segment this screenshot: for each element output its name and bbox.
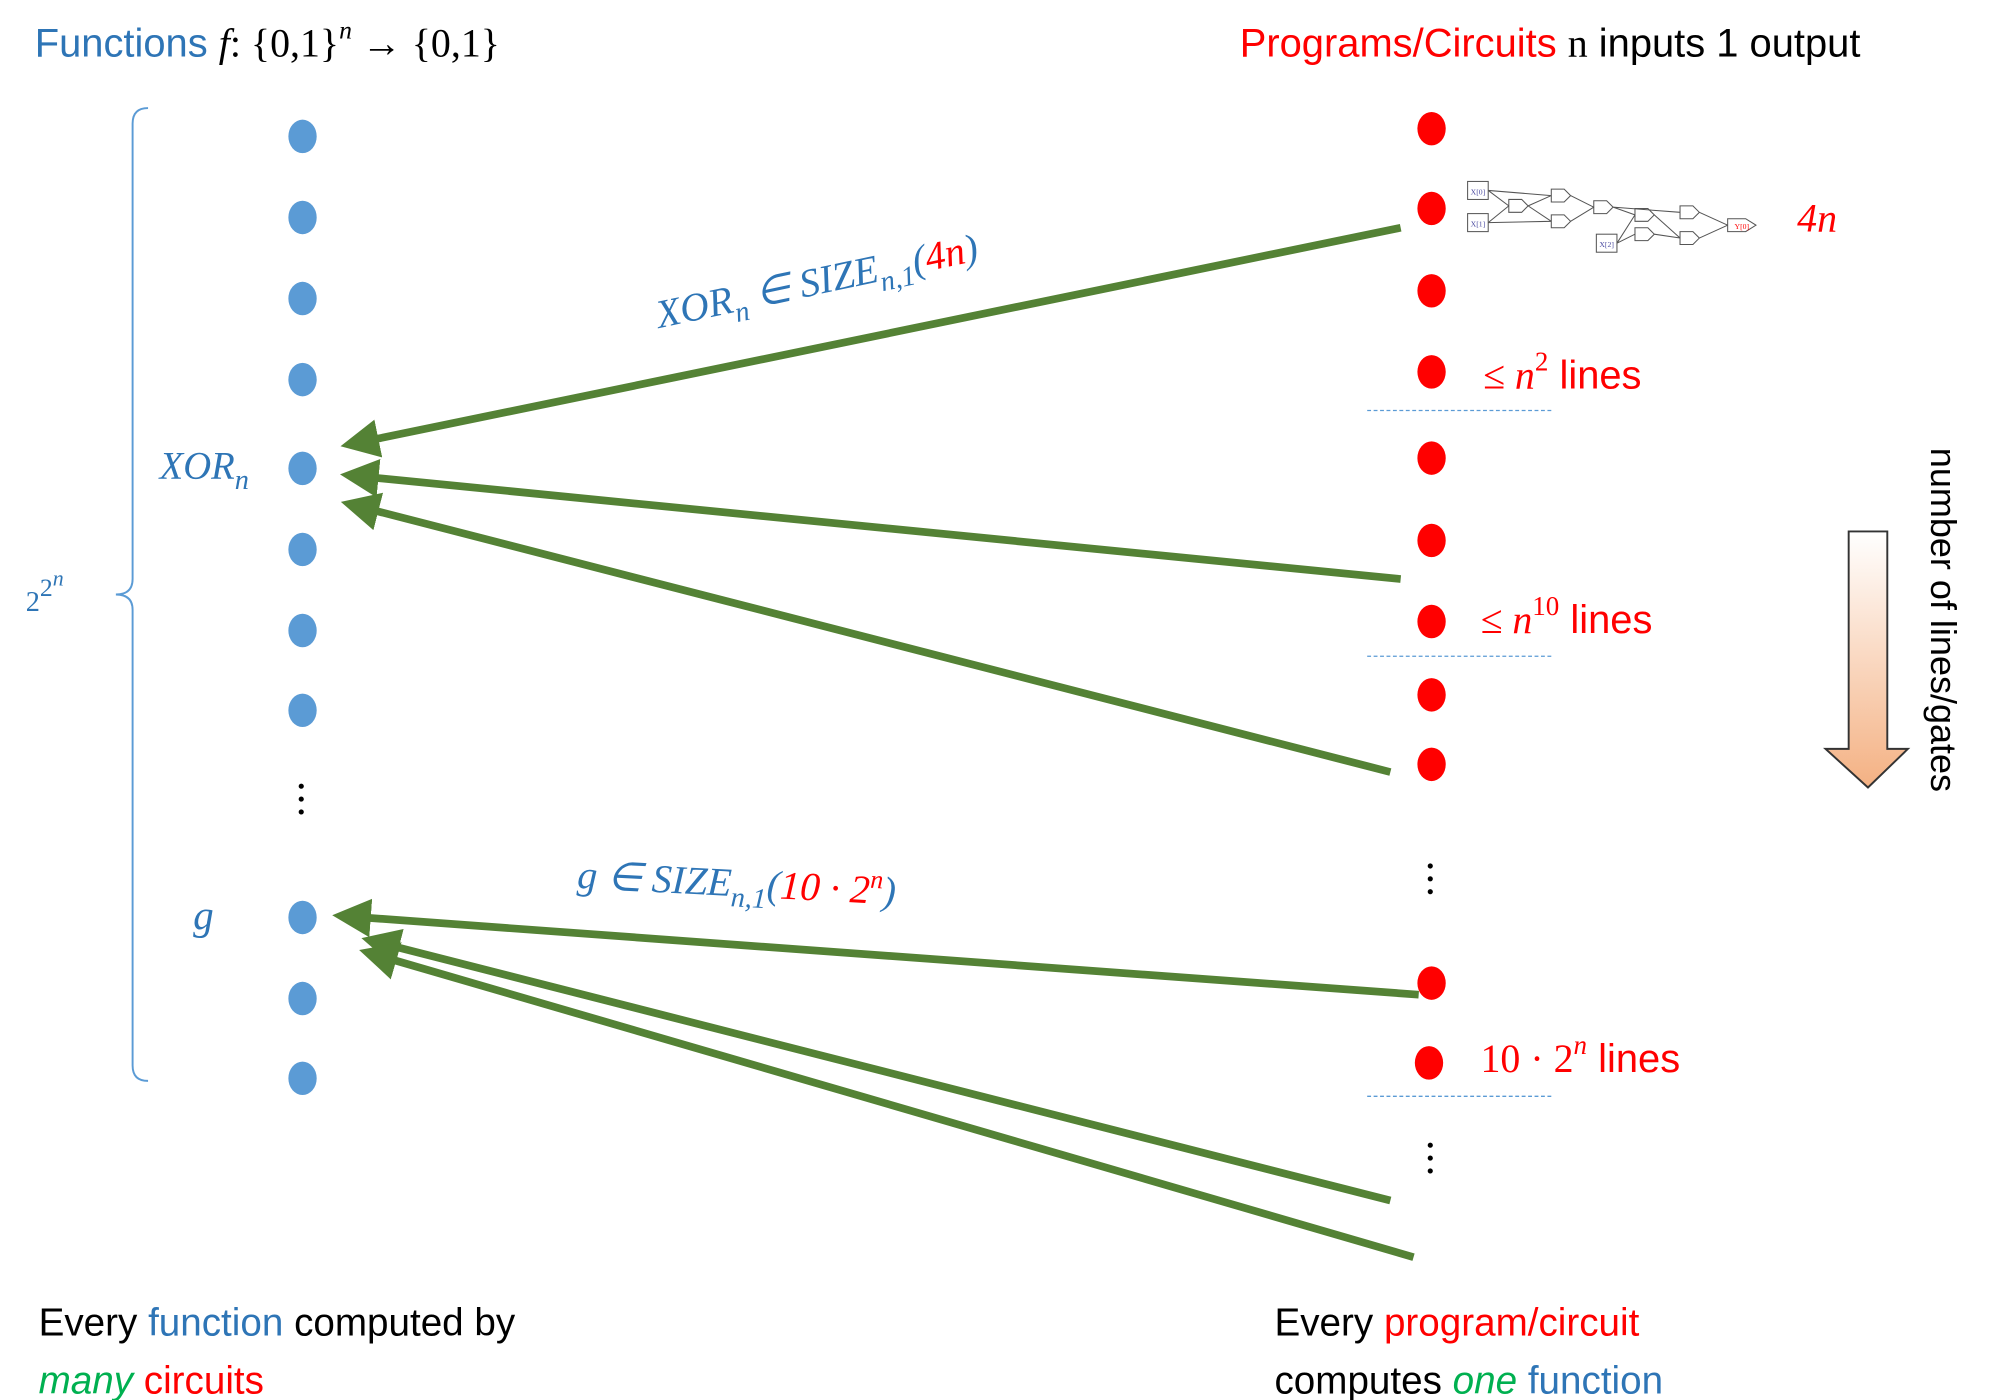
dot bbox=[1414, 1046, 1444, 1080]
label: Every bbox=[1275, 1302, 1384, 1345]
math: 2 bbox=[40, 573, 53, 602]
label: lines bbox=[1559, 598, 1652, 642]
arrows bbox=[332, 223, 1419, 1261]
brace bbox=[115, 107, 149, 1082]
dot bbox=[288, 532, 317, 567]
math: n bbox=[1574, 1030, 1588, 1060]
math: n,1 bbox=[730, 882, 767, 915]
dot bbox=[288, 981, 317, 1016]
label: circuits bbox=[133, 1360, 264, 1400]
level-label: ≤ n2 lines bbox=[1483, 347, 1641, 398]
label: Programs/Circuits bbox=[1240, 22, 1557, 66]
math: n bbox=[732, 296, 752, 329]
math: 2 bbox=[26, 587, 40, 618]
math: 4n bbox=[920, 228, 968, 280]
circuit-input: X[0] bbox=[1471, 187, 1486, 196]
label: Functions bbox=[35, 22, 208, 66]
math: n bbox=[870, 865, 884, 895]
g-label: g bbox=[193, 892, 214, 938]
label: computed by bbox=[283, 1302, 516, 1345]
dot bbox=[1417, 191, 1446, 226]
program-dots bbox=[1414, 111, 1446, 1080]
dot bbox=[288, 281, 317, 316]
math: XOR bbox=[650, 277, 737, 338]
dot bbox=[1417, 747, 1446, 782]
dot bbox=[288, 693, 317, 728]
math: ≤ n bbox=[1483, 353, 1535, 398]
circuit-input: X[1] bbox=[1471, 219, 1486, 228]
separators bbox=[1367, 409, 1552, 1097]
dot bbox=[288, 613, 317, 648]
math: XOR bbox=[158, 446, 235, 488]
math: n bbox=[1568, 21, 1588, 66]
math: 10 · 2 bbox=[1480, 1036, 1573, 1081]
label: lines bbox=[1587, 1037, 1680, 1081]
footer-right: Every program/circuit bbox=[1275, 1302, 1640, 1345]
label: computes bbox=[1275, 1360, 1453, 1400]
axis-note: number of lines/gates bbox=[1923, 448, 1964, 792]
dot bbox=[1417, 111, 1446, 146]
math: n bbox=[53, 566, 64, 590]
dot bbox=[1417, 966, 1446, 1000]
math: : {0,1} bbox=[230, 21, 339, 66]
math: ) bbox=[880, 868, 898, 914]
circuit-size: 4n bbox=[1797, 196, 1837, 241]
dot bbox=[1417, 274, 1446, 308]
dot bbox=[288, 1061, 317, 1096]
math: 10 bbox=[1532, 591, 1559, 621]
math: ≤ n bbox=[1480, 597, 1532, 642]
header-left: Functions f: {0,1}n → {0,1} bbox=[35, 16, 500, 66]
circuit-input: X[2] bbox=[1599, 240, 1614, 249]
direction-arrow bbox=[1823, 530, 1911, 789]
level-label: 10 · 2n lines bbox=[1480, 1030, 1680, 1081]
footer-left: many circuits bbox=[39, 1360, 264, 1400]
level-label: ≤ n10 lines bbox=[1480, 591, 1652, 642]
dot bbox=[1417, 523, 1446, 558]
math: ∈ SIZE bbox=[741, 246, 882, 318]
function-dots bbox=[288, 119, 317, 1096]
dot bbox=[1417, 678, 1446, 712]
dot bbox=[1417, 604, 1446, 639]
dot bbox=[1417, 355, 1446, 389]
label: program/circuit bbox=[1384, 1302, 1640, 1345]
math: n bbox=[235, 465, 249, 496]
ellipsis bbox=[298, 783, 1433, 1174]
header-right: Programs/Circuits n inputs 1 output bbox=[1240, 21, 1861, 66]
dot bbox=[288, 119, 317, 154]
xor-label: XORn bbox=[158, 446, 249, 496]
dot bbox=[1417, 441, 1446, 475]
label: Every bbox=[39, 1302, 148, 1345]
dot bbox=[288, 900, 317, 935]
count-label: 22n bbox=[26, 566, 64, 618]
g-edge-label: g ∈ SIZEn,1(10 · 2n) bbox=[576, 849, 897, 921]
math: → {0,1} bbox=[352, 21, 500, 66]
math: ∈ SIZE bbox=[596, 853, 733, 905]
label: function bbox=[1517, 1360, 1663, 1400]
footer-left: Every function computed by bbox=[39, 1302, 516, 1345]
dot bbox=[288, 362, 317, 397]
circuit-output: Y[0] bbox=[1735, 222, 1750, 231]
circuit bbox=[1467, 180, 1757, 253]
math: ( bbox=[766, 862, 784, 908]
label: lines bbox=[1548, 354, 1641, 398]
dot bbox=[288, 200, 317, 235]
footer-right: computes one function bbox=[1275, 1360, 1664, 1400]
math: 2 bbox=[1535, 347, 1549, 377]
math: g bbox=[576, 852, 598, 898]
label: one bbox=[1453, 1360, 1517, 1400]
label: many bbox=[39, 1360, 136, 1400]
label: function bbox=[148, 1302, 283, 1345]
dot bbox=[288, 451, 317, 486]
math: n,1 bbox=[878, 260, 919, 298]
math: 10 · 2 bbox=[779, 863, 871, 913]
math: n bbox=[339, 16, 352, 45]
label: inputs 1 output bbox=[1588, 22, 1861, 66]
